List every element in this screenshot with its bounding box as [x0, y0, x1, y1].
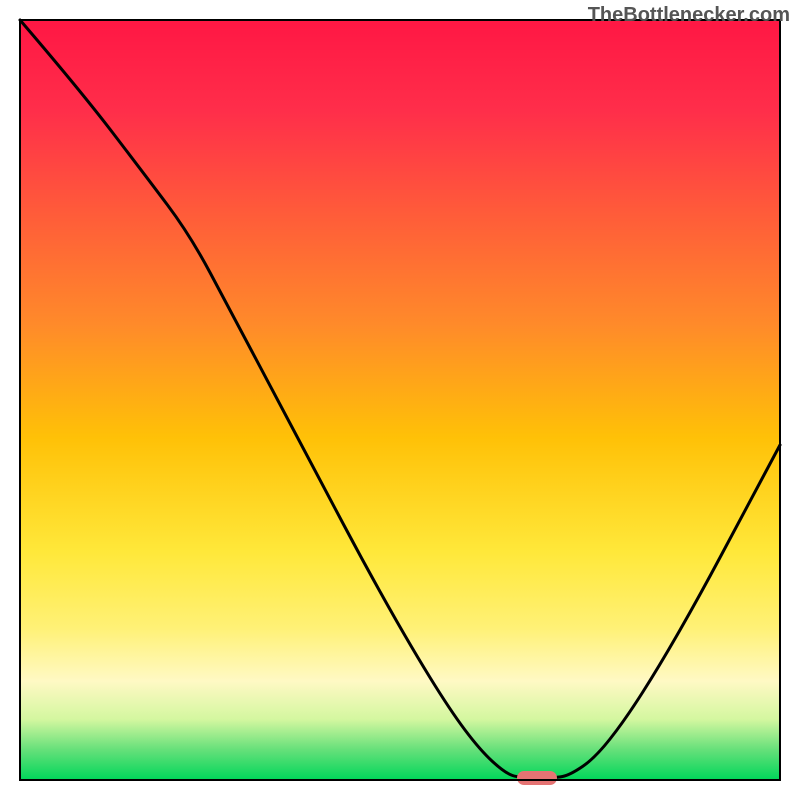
bottleneck-chart: TheBottlenecker.com	[0, 0, 800, 800]
watermark-text: TheBottlenecker.com	[588, 4, 790, 27]
plot-background	[20, 20, 780, 780]
optimal-marker	[517, 771, 557, 785]
chart-svg	[0, 0, 800, 800]
